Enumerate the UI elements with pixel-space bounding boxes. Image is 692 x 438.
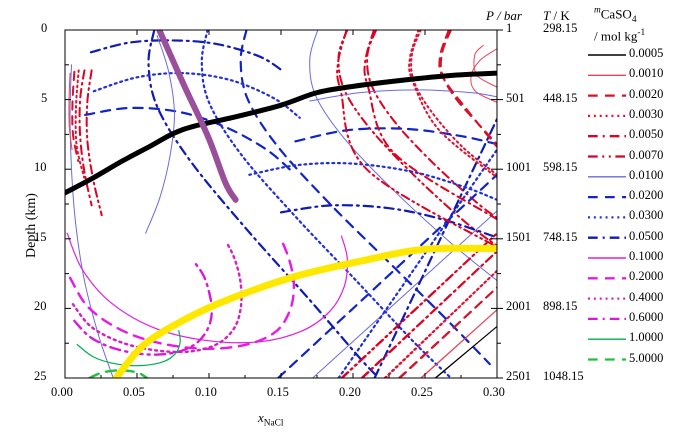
y-tick-label: 20 bbox=[34, 299, 47, 314]
contour-1.0000 bbox=[76, 330, 181, 367]
contour-0.0300 bbox=[92, 71, 301, 119]
y-tick-label: 5 bbox=[41, 90, 48, 105]
contour-0.0100 bbox=[69, 64, 114, 378]
legend-label-0.0300: 0.0300 bbox=[629, 208, 664, 223]
temperature-tick-label: 748.15 bbox=[543, 229, 578, 244]
y-tick-label: 25 bbox=[34, 369, 47, 383]
contour-0.0500b bbox=[279, 204, 497, 239]
temperature-axis-header: T / K bbox=[543, 8, 570, 23]
contour-0.0500 bbox=[147, 30, 381, 378]
legend-title-line1: mCaSO4 bbox=[594, 6, 637, 25]
legend-label-0.0050: 0.0050 bbox=[629, 127, 664, 142]
contour-0.0050-diag bbox=[361, 250, 497, 378]
legend-label-0.0030: 0.0030 bbox=[629, 106, 664, 121]
contour-0.0005-diag bbox=[435, 326, 497, 378]
legend-label-5.0000: 5.0000 bbox=[629, 350, 664, 365]
contour-0.6000 bbox=[73, 261, 214, 356]
contour-0.0100 bbox=[312, 210, 497, 378]
legend-label-0.0200: 0.0200 bbox=[629, 188, 664, 203]
contour-0.0030-right bbox=[408, 30, 497, 179]
y-tick-label: 0 bbox=[41, 21, 48, 35]
legend-label-0.0500: 0.0500 bbox=[629, 228, 664, 243]
temperature-tick-label: 298.15 bbox=[543, 21, 578, 35]
contour-0.0010 bbox=[68, 72, 73, 151]
pressure-tick-label: 2501 bbox=[506, 369, 531, 383]
legend-label-0.0070: 0.0070 bbox=[629, 147, 664, 162]
pressure-tick-label: 2001 bbox=[506, 299, 531, 314]
legend-label-0.0010: 0.0010 bbox=[629, 66, 664, 81]
contour-0.0200b bbox=[294, 127, 497, 146]
contour-0.0200 bbox=[277, 173, 497, 378]
pressure-axis-header: P / bar bbox=[486, 8, 522, 23]
x-tick-label: 0.20 bbox=[339, 385, 361, 399]
contour-0.0070-diag bbox=[341, 232, 497, 378]
temperature-tick-label: 1048.15 bbox=[543, 369, 584, 383]
contour-0.0050 bbox=[366, 30, 497, 219]
x-tick-label: 0.15 bbox=[267, 385, 289, 399]
legend-swatches bbox=[588, 54, 626, 361]
contour-0.1000 bbox=[66, 232, 348, 344]
temperature-tick-label: 448.15 bbox=[543, 90, 578, 105]
yellow-boundary bbox=[112, 244, 497, 378]
black-boundary bbox=[65, 70, 497, 196]
legend-label-0.6000: 0.6000 bbox=[629, 309, 664, 324]
contour-layer bbox=[66, 30, 497, 378]
contour-0.0030-diag bbox=[384, 269, 497, 378]
contour-0.0200 bbox=[84, 106, 294, 174]
x-axis-label: xNaCl bbox=[258, 410, 284, 429]
pressure-tick-label: 501 bbox=[506, 90, 525, 105]
contour-0.0300 bbox=[337, 148, 497, 378]
temperature-tick-label: 598.15 bbox=[543, 160, 578, 175]
pressure-tick-label: 1001 bbox=[506, 160, 531, 175]
contour-0.0100b bbox=[309, 89, 497, 102]
contour-0.0200 bbox=[239, 30, 491, 366]
legend-title-line2: / mol kg-1 bbox=[594, 28, 646, 44]
x-tick-label: 0.25 bbox=[411, 385, 433, 399]
legend-label-0.0020: 0.0020 bbox=[629, 86, 664, 101]
contour-0.0030 bbox=[410, 30, 497, 176]
pressure-tick-label: 1 bbox=[506, 21, 513, 35]
axes-layer bbox=[64, 29, 503, 379]
contour-0.0020-diag bbox=[398, 286, 497, 378]
legend-label-1.0000: 1.0000 bbox=[629, 330, 664, 345]
y-tick-label: 15 bbox=[34, 229, 47, 244]
legend-label-0.4000: 0.4000 bbox=[629, 289, 664, 304]
contour-0.0070 bbox=[340, 232, 497, 378]
temperature-tick-label: 898.15 bbox=[543, 299, 578, 314]
contour-0.0050-right bbox=[363, 30, 497, 221]
x-tick-label: 0.30 bbox=[483, 385, 505, 399]
pressure-tick-label: 1501 bbox=[506, 229, 531, 244]
legend-label-0.0100: 0.0100 bbox=[629, 167, 664, 182]
contour-0.2000 bbox=[68, 237, 296, 350]
contour-0.0500 bbox=[89, 39, 285, 73]
purple-boundary bbox=[156, 30, 239, 203]
contour-0.0030 bbox=[74, 69, 86, 179]
x-tick-label: 0.10 bbox=[195, 385, 217, 399]
x-tick-label: 0.00 bbox=[51, 385, 73, 399]
contour-0.0010-diag bbox=[420, 309, 497, 378]
x-tick-label: 0.05 bbox=[123, 385, 145, 399]
contour-0.0070 bbox=[85, 69, 103, 217]
overlay-layer bbox=[65, 30, 497, 378]
y-axis-label: Depth (km) bbox=[24, 193, 39, 258]
y-tick-label: 10 bbox=[34, 160, 47, 175]
contour-5.0000 bbox=[88, 369, 149, 378]
legend-label-0.1000: 0.1000 bbox=[629, 249, 664, 263]
contour-0.0070-right bbox=[336, 30, 497, 249]
contour-0.0100 bbox=[309, 30, 497, 282]
contour-0.0300 bbox=[200, 30, 453, 378]
legend-label-0.2000: 0.2000 bbox=[629, 269, 664, 284]
legend-label-0.0005: 0.0005 bbox=[629, 46, 664, 60]
contour-0.4000 bbox=[71, 240, 243, 354]
contour-0.0300b bbox=[248, 161, 497, 201]
contour-0.0020 bbox=[71, 70, 80, 162]
